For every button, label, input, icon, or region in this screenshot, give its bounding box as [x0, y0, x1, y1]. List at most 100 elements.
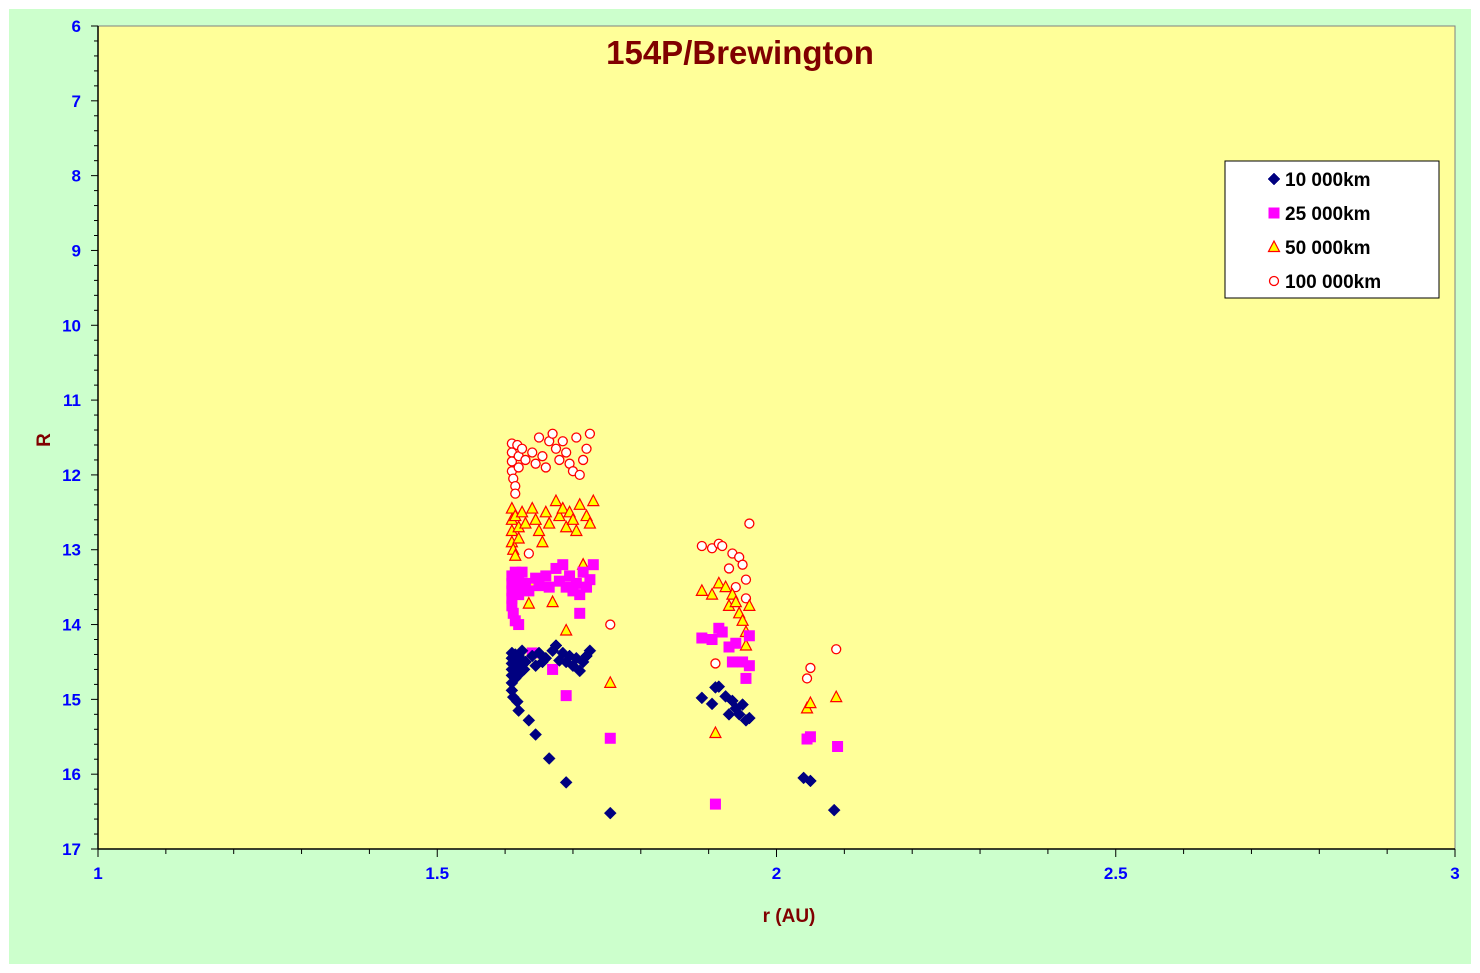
data-point — [712, 680, 726, 693]
data-point — [708, 725, 722, 739]
data-point — [729, 594, 743, 608]
data-point — [743, 660, 755, 672]
y-tick-label: 8 — [72, 167, 81, 186]
legend-label: 50 000km — [1285, 238, 1371, 259]
data-point — [722, 707, 736, 721]
legend-entry: 100 000km — [1268, 272, 1381, 293]
data-point — [605, 619, 616, 630]
data-point — [736, 613, 750, 626]
data-point — [515, 505, 529, 518]
data-point — [740, 672, 752, 684]
legend-marker — [1267, 172, 1281, 186]
data-point — [705, 697, 719, 711]
x-tick-label: 1 — [93, 864, 102, 883]
data-point — [803, 695, 817, 709]
y-axis-label: R — [34, 433, 55, 447]
data-point — [532, 523, 546, 537]
data-point — [705, 587, 719, 600]
data-point — [566, 512, 580, 525]
data-point — [584, 574, 596, 586]
data-point — [695, 583, 709, 596]
y-tick-label: 10 — [62, 316, 81, 335]
legend-entry: 25 000km — [1268, 204, 1371, 225]
data-point — [831, 644, 842, 655]
data-point — [519, 655, 532, 669]
data-point — [604, 732, 616, 744]
data-point — [603, 806, 617, 820]
y-tick-label: 13 — [62, 541, 81, 560]
legend-marker — [1267, 239, 1281, 253]
data-point — [552, 508, 566, 522]
data-point — [736, 698, 749, 711]
series-square-points — [506, 559, 844, 810]
data-points — [505, 428, 844, 820]
data-point — [506, 456, 518, 467]
data-point — [539, 505, 553, 518]
data-point — [540, 462, 551, 473]
legend-entry: 10 000km — [1267, 170, 1371, 191]
data-point — [513, 574, 525, 586]
data-point — [564, 570, 576, 582]
y-tick-label: 17 — [62, 840, 81, 859]
y-tick-label: 15 — [62, 690, 81, 709]
data-point — [573, 664, 587, 678]
data-point — [550, 562, 562, 574]
data-point — [569, 523, 583, 537]
data-point — [737, 656, 749, 668]
data-point — [546, 594, 560, 608]
x-tick-label: 2.5 — [1104, 864, 1128, 883]
data-point — [529, 728, 542, 741]
data-point — [581, 581, 593, 593]
legend-label: 10 000km — [1285, 170, 1371, 191]
data-point — [723, 563, 735, 574]
data-point — [542, 516, 556, 529]
x-tick-label: 1.5 — [425, 864, 449, 883]
data-point — [832, 740, 844, 752]
legend-box — [1224, 160, 1440, 299]
data-point — [710, 658, 721, 669]
data-point — [804, 731, 816, 743]
series-triangle-points — [505, 493, 843, 739]
data-point — [737, 559, 748, 570]
data-point — [804, 774, 817, 788]
data-point — [577, 454, 589, 466]
data-point — [506, 600, 518, 612]
data-point — [730, 581, 741, 593]
data-point — [527, 447, 538, 458]
data-point — [586, 493, 600, 507]
data-point — [709, 798, 721, 810]
data-point — [801, 673, 813, 684]
data-point — [726, 656, 738, 668]
data-point — [540, 570, 552, 582]
data-point — [557, 559, 569, 571]
y-tick-label: 12 — [62, 466, 81, 485]
data-point — [547, 428, 558, 439]
data-point — [549, 639, 563, 652]
data-point — [522, 713, 536, 727]
data-point — [556, 501, 570, 514]
data-point — [706, 634, 718, 646]
data-point — [510, 488, 521, 499]
data-point — [577, 566, 589, 578]
legend-entry: 50 000km — [1267, 238, 1371, 259]
data-point — [587, 559, 599, 571]
legend-marker — [1268, 275, 1280, 287]
y-tick-label: 9 — [72, 241, 81, 260]
data-point — [581, 443, 592, 454]
data-point — [567, 585, 579, 597]
chart-title: 154P/Brewington — [606, 34, 874, 71]
data-point — [547, 663, 559, 675]
data-point — [603, 675, 617, 689]
y-tick-label: 14 — [62, 616, 81, 635]
data-point — [716, 626, 728, 638]
legend: 10 000km 25 000km 50 000km 100 000km — [1224, 160, 1440, 299]
data-point — [584, 428, 596, 439]
data-point — [507, 607, 519, 619]
x-axis-label: r (AU) — [763, 906, 816, 927]
data-point — [539, 651, 553, 665]
data-point — [583, 516, 597, 529]
data-point — [719, 579, 733, 593]
data-point — [559, 776, 573, 789]
data-point — [740, 593, 752, 604]
